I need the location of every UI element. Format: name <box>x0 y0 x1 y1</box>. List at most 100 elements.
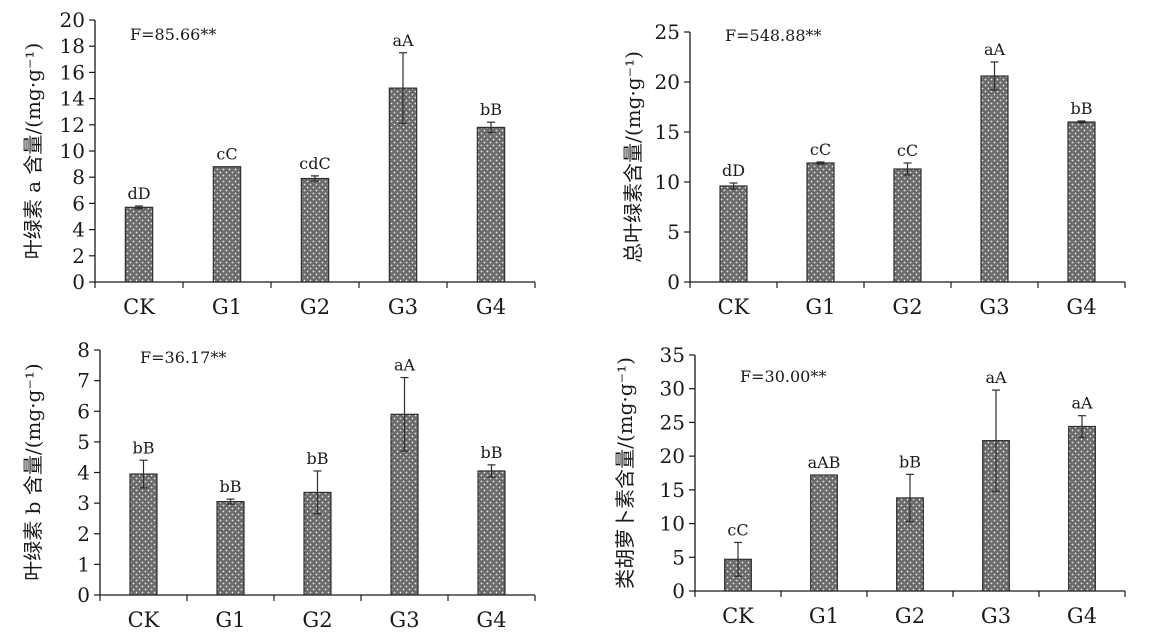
x-tick-label: G1 <box>805 295 835 319</box>
f-statistic-annotation: F=36.17** <box>140 348 226 367</box>
data-label: cC <box>897 141 918 160</box>
data-label: cC <box>810 140 831 159</box>
bar <box>129 473 158 596</box>
bar <box>212 166 242 283</box>
bar <box>1067 121 1096 283</box>
data-label: bB <box>480 100 502 119</box>
x-tick-label: G3 <box>979 295 1009 319</box>
x-tick-label: G2 <box>892 295 922 319</box>
f-statistic-annotation: F=85.66** <box>130 25 216 44</box>
y-tick-label: 5 <box>667 220 680 244</box>
bar <box>476 126 506 283</box>
bar <box>124 206 154 283</box>
y-tick-label: 8 <box>72 165 85 189</box>
y-tick-label: 18 <box>60 34 85 58</box>
data-label: bB <box>1071 99 1093 118</box>
x-tick-label: G1 <box>215 608 245 632</box>
y-tick-label: 10 <box>60 139 85 163</box>
y-tick-label: 1 <box>77 552 90 576</box>
y-tick-label: 0 <box>77 583 90 607</box>
y-tick-label: 7 <box>77 369 90 393</box>
y-tick-label: 25 <box>660 410 685 434</box>
y-tick-label: 16 <box>60 60 85 84</box>
y-tick-label: 4 <box>72 218 85 242</box>
y-tick-label: 10 <box>655 170 680 194</box>
bar <box>477 470 506 596</box>
y-tick-label: 15 <box>655 120 680 144</box>
y-tick-label: 0 <box>667 270 680 294</box>
x-tick-label: G3 <box>389 608 419 632</box>
bar <box>300 177 330 283</box>
x-tick-label: G4 <box>476 295 506 319</box>
y-tick-label: 6 <box>72 191 85 215</box>
x-tick-label: G4 <box>1067 604 1097 628</box>
y-tick-label: 2 <box>77 522 90 546</box>
x-tick-label: G2 <box>300 295 330 319</box>
data-label: bB <box>307 449 329 468</box>
bar <box>216 500 245 596</box>
x-tick-label: G4 <box>476 608 506 632</box>
y-axis-label: 总叶绿素含量/(mg·g⁻¹) <box>621 51 645 263</box>
y-tick-label: 10 <box>660 512 685 536</box>
x-tick-label: G2 <box>895 604 925 628</box>
y-tick-label: 12 <box>60 113 85 137</box>
x-tick-label: G1 <box>809 604 839 628</box>
x-tick-label: CK <box>718 295 750 319</box>
data-label: aA <box>1071 394 1093 413</box>
x-tick-label: CK <box>123 295 155 319</box>
bar <box>303 491 332 596</box>
bar <box>810 474 838 592</box>
bar <box>893 168 922 283</box>
x-tick-label: G2 <box>302 608 332 632</box>
y-axis-label: 叶绿素 a 含量/(mg·g⁻¹) <box>21 43 45 259</box>
y-tick-label: 0 <box>72 270 85 294</box>
bar <box>719 185 748 283</box>
chart-panel-3: 0 1 2 3 4 5 6 7 8 bB CK bB G1 bB G2 aA G3 bB G4 F=36.17** 叶绿… <box>21 338 536 632</box>
y-tick-label: 20 <box>655 70 680 94</box>
data-label: bB <box>133 438 155 457</box>
data-label: aA <box>394 356 416 375</box>
x-tick-label: G3 <box>388 295 418 319</box>
data-label: aA <box>392 31 414 50</box>
chart-panel-2: 0 5 10 15 20 25 dD CK cC G1 cC G2 aA G3 bB G4 F=548.88**… <box>621 20 1126 319</box>
y-tick-label: 20 <box>60 8 85 32</box>
y-tick-label: 30 <box>660 377 685 401</box>
data-label: bB <box>481 443 503 462</box>
x-tick-label: G4 <box>1066 295 1096 319</box>
data-label: aA <box>985 368 1007 387</box>
y-tick-label: 35 <box>660 343 685 367</box>
data-label: dD <box>127 184 150 203</box>
bar <box>980 75 1009 283</box>
y-tick-label: 3 <box>77 491 90 515</box>
y-tick-label: 6 <box>77 399 90 423</box>
x-tick-label: G1 <box>212 295 242 319</box>
f-statistic-annotation: F=548.88** <box>725 26 822 45</box>
data-label: aAB <box>808 453 841 472</box>
y-tick-label: 14 <box>60 87 85 111</box>
y-tick-label: 0 <box>672 579 685 603</box>
x-tick-label: CK <box>722 604 754 628</box>
x-tick-label: G3 <box>981 604 1011 628</box>
f-statistic-annotation: F=30.00** <box>740 367 826 386</box>
data-label: cC <box>727 520 748 539</box>
y-tick-label: 5 <box>672 545 685 569</box>
y-tick-label: 15 <box>660 478 685 502</box>
data-label: aA <box>984 40 1006 59</box>
data-label: dD <box>722 161 745 180</box>
y-axis-label: 类胡萝卜素含量/(mg·g⁻¹) <box>613 357 637 589</box>
bar <box>1068 425 1096 592</box>
bar <box>806 162 835 283</box>
y-tick-label: 8 <box>77 338 90 362</box>
y-tick-label: 4 <box>77 461 90 485</box>
data-label: cC <box>216 145 237 164</box>
y-tick-label: 20 <box>660 444 685 468</box>
data-label: bB <box>899 452 921 471</box>
y-axis-label: 叶绿素 b 含量/(mg·g⁻¹) <box>21 363 45 580</box>
y-tick-label: 2 <box>72 244 85 268</box>
x-tick-label: CK <box>128 608 160 632</box>
data-label: bB <box>220 477 242 496</box>
y-tick-label: 25 <box>655 20 680 44</box>
